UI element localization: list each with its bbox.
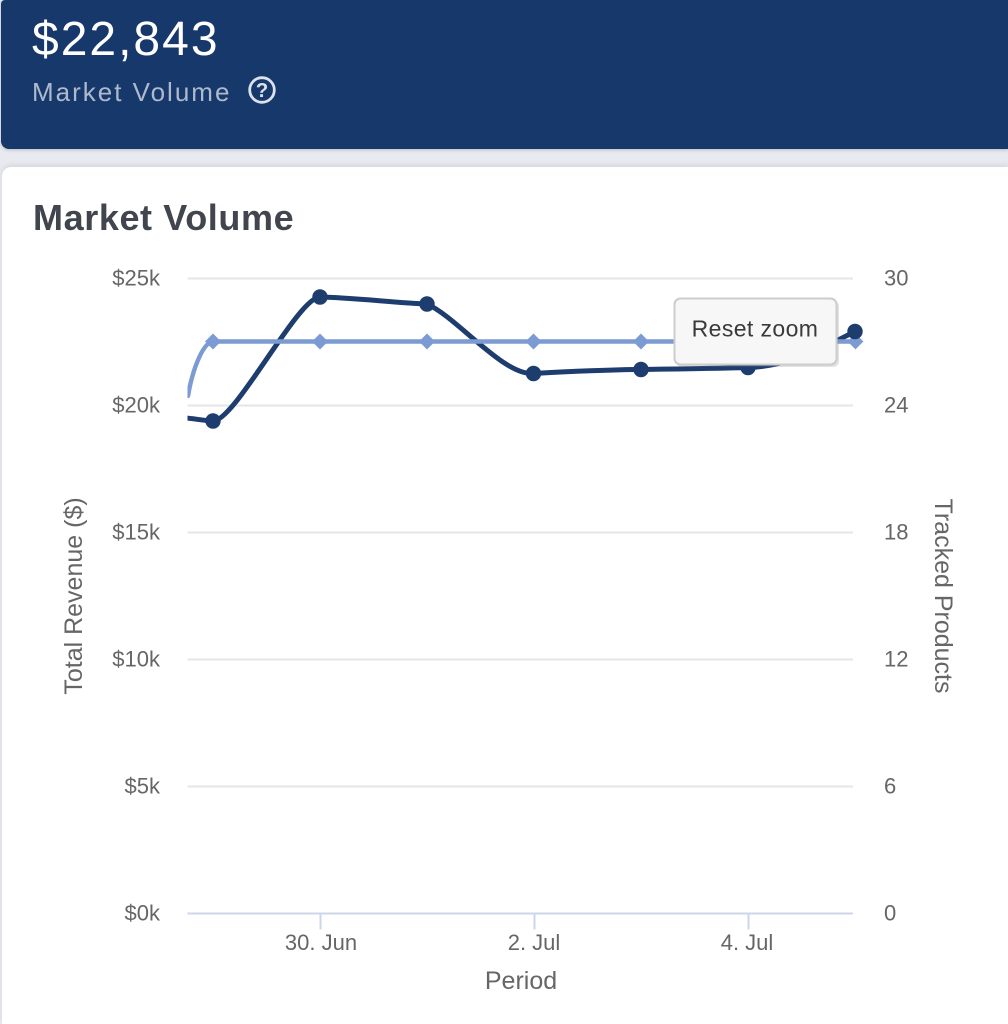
svg-text:4. Jul: 4. Jul [721, 930, 774, 955]
svg-text:Period: Period [485, 967, 557, 995]
svg-text:12: 12 [884, 647, 908, 672]
svg-text:24: 24 [884, 393, 908, 418]
svg-text:Tracked Products: Tracked Products [929, 499, 957, 694]
svg-text:30. Jun: 30. Jun [285, 930, 357, 955]
svg-text:$5k: $5k [125, 774, 161, 799]
svg-text:$20k: $20k [112, 393, 161, 418]
svg-text:$0k: $0k [125, 901, 161, 926]
svg-text:Reset zoom: Reset zoom [692, 316, 819, 342]
svg-text:$15k: $15k [112, 520, 161, 545]
svg-text:0: 0 [884, 901, 896, 926]
svg-text:?: ? [256, 79, 269, 102]
svg-text:$25k: $25k [112, 266, 161, 291]
svg-text:18: 18 [884, 520, 908, 545]
svg-text:2. Jul: 2. Jul [508, 930, 561, 955]
svg-text:6: 6 [884, 774, 896, 799]
svg-text:Total Revenue ($): Total Revenue ($) [60, 497, 88, 694]
svg-text:30: 30 [884, 266, 908, 291]
svg-text:$10k: $10k [112, 647, 161, 672]
